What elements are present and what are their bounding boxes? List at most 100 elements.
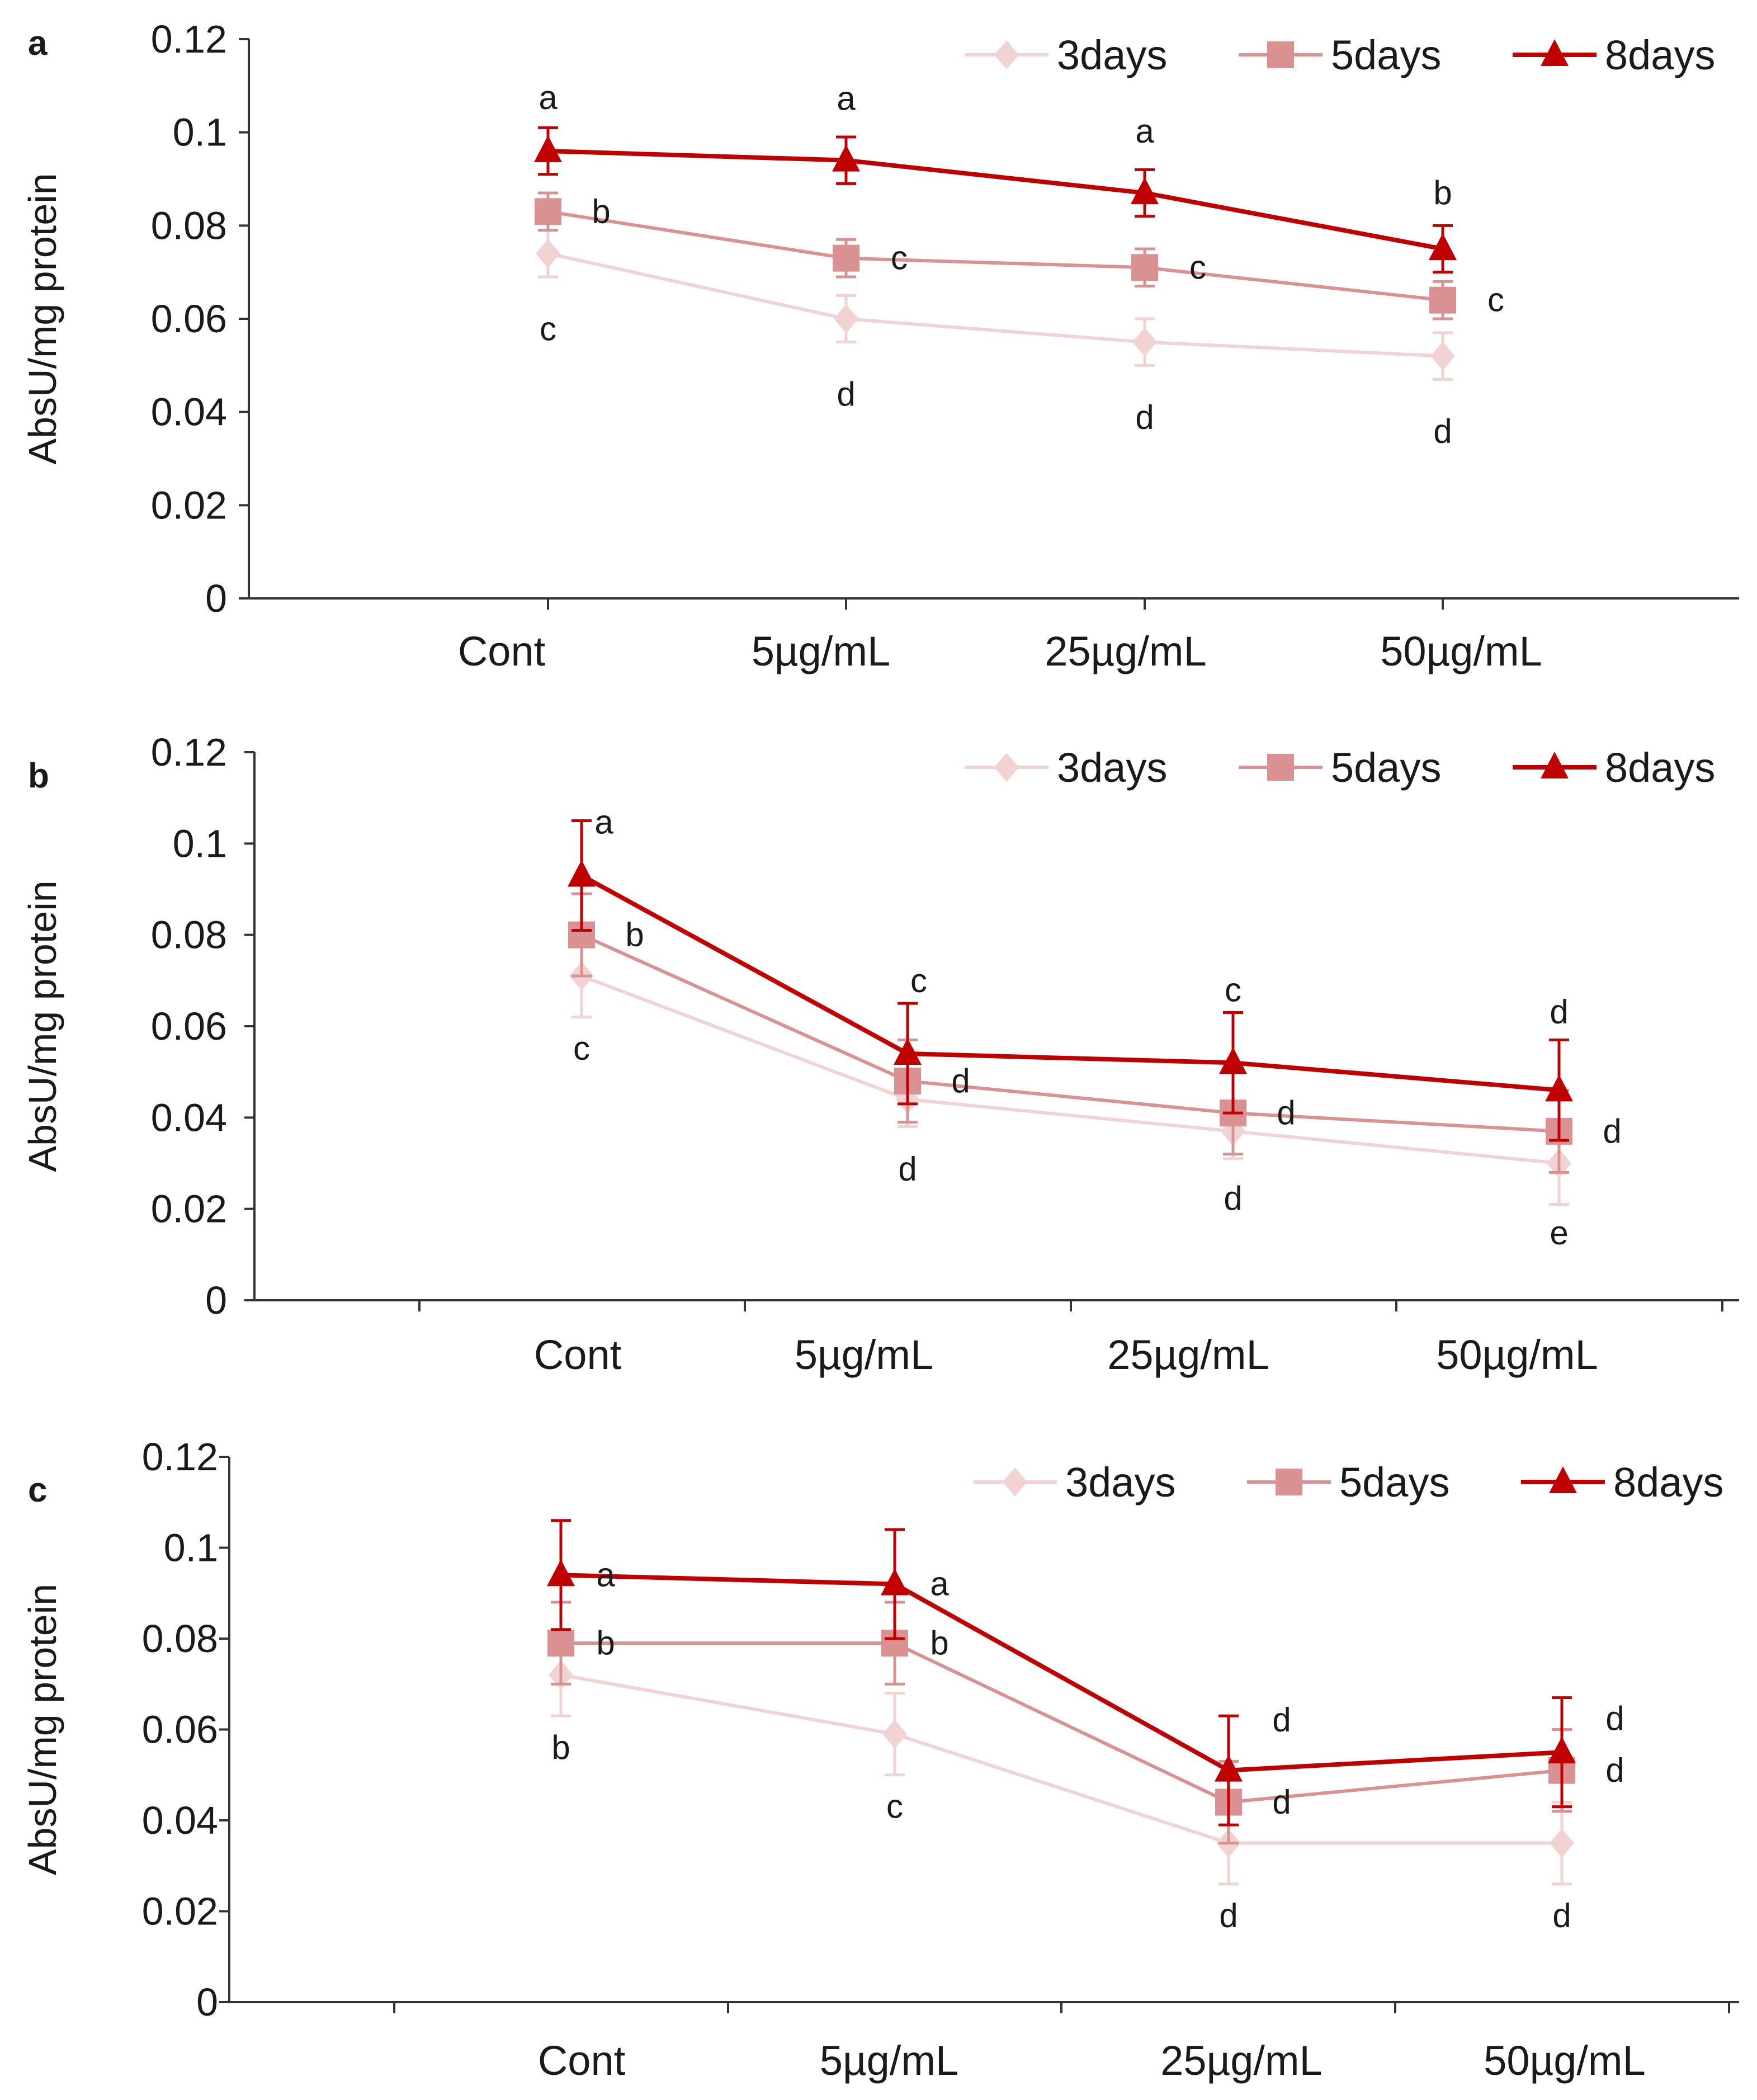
legend: 3days 5days 8days (973, 1459, 1723, 1506)
data-point (1548, 1736, 1576, 1764)
legend-marker (1541, 752, 1569, 778)
data-point (832, 144, 860, 172)
legend-marker (1267, 41, 1294, 68)
series-line (561, 1641, 1562, 1804)
legend-marker (1003, 1467, 1027, 1497)
legend-item-5days: 5days (1239, 32, 1441, 78)
legend-marker (1549, 1466, 1577, 1493)
series-8days: a c c d (568, 804, 1573, 1142)
x-tick-label: 5µg/mL (795, 1332, 933, 1378)
x-tick-label: 25µg/mL (1107, 1332, 1269, 1378)
legend-item-8days: 8days (1521, 1459, 1723, 1506)
legend-item-5days: 5days (1239, 744, 1441, 791)
y-tick-label: 0.04 (142, 1799, 218, 1842)
panel-label: b (28, 757, 49, 795)
legend-marker (1267, 754, 1294, 781)
significance-letter: a (930, 1565, 949, 1603)
significance-letter: a (596, 1556, 615, 1593)
significance-letter: c (1225, 971, 1241, 1008)
series-line (547, 149, 1443, 251)
y-axis-title: AbsU/mg protein (21, 173, 64, 464)
y-tick-label: 0 (196, 1980, 218, 2024)
significance-letter: d (837, 375, 855, 413)
series-line (580, 974, 1560, 1165)
y-axis-title: AbsU/mg protein (21, 1584, 64, 1875)
data-point (1550, 1828, 1574, 1858)
data-point (568, 860, 596, 887)
y-tick-label: 0.12 (151, 730, 227, 774)
legend-label: 8days (1605, 32, 1715, 78)
data-point (882, 1719, 907, 1749)
legend-item-3days: 3days (973, 1459, 1175, 1506)
significance-letter: d (1550, 993, 1568, 1030)
x-tick-label: 25µg/mL (1045, 628, 1206, 674)
significance-letter: b (625, 916, 644, 954)
legend-item-8days: 8days (1513, 32, 1715, 78)
significance-letter: e (1550, 1214, 1568, 1252)
significance-letter: d (1605, 1752, 1624, 1789)
y-tick-label: 0.12 (142, 1435, 218, 1479)
data-point (1430, 341, 1455, 371)
legend-item-3days: 3days (965, 32, 1167, 78)
significance-letter: a (539, 79, 558, 116)
series-3days: c d d e (569, 933, 1571, 1252)
x-tick-label: Cont (534, 1332, 622, 1378)
y-tick-label: 0 (205, 1278, 227, 1322)
significance-letter: c (891, 239, 908, 277)
y-tick-label: 0.12 (151, 17, 227, 61)
legend-item-5days: 5days (1247, 1459, 1449, 1506)
x-tick-label: 5µg/mL (752, 628, 890, 674)
significance-letter: d (1552, 1897, 1571, 1934)
series-line (580, 933, 1560, 1133)
legend-marker (994, 753, 1019, 782)
y-tick-label: 0.08 (151, 913, 227, 957)
legend-item-3days: 3days (965, 744, 1167, 791)
panel-b: b AbsU/mg protein 0 0.02 0.04 0.06 0.08 0.1 0.12… (21, 730, 1739, 1378)
data-point (1131, 177, 1159, 204)
data-point (547, 1630, 574, 1657)
data-point (834, 304, 858, 333)
data-point (1131, 254, 1158, 281)
significance-letter: d (1605, 1700, 1624, 1737)
panel-label: c (28, 1471, 47, 1509)
significance-letter: b (592, 192, 610, 230)
series-3days: c d d d (536, 229, 1455, 450)
legend-label: 5days (1331, 32, 1441, 78)
y-tick-label: 0.06 (142, 1708, 218, 1752)
data-point (1219, 1047, 1247, 1074)
series-8days: a ad d (547, 1519, 1624, 1827)
legend-label: 3days (1057, 744, 1167, 791)
y-tick-label: 0.08 (142, 1617, 218, 1660)
significance-letter: a (837, 80, 856, 117)
significance-letter: d (1433, 413, 1452, 450)
significance-letter: b (930, 1624, 948, 1662)
legend: 3days 5days 8days (965, 32, 1715, 78)
y-tick-label: 0.1 (173, 111, 227, 154)
data-point (833, 244, 859, 272)
legend-label: 3days (1057, 32, 1167, 78)
legend-label: 8days (1613, 1459, 1723, 1506)
significance-letter: d (1272, 1783, 1291, 1821)
legend-label: 5days (1331, 744, 1441, 791)
significance-letter: d (1219, 1897, 1238, 1934)
significance-letter: a (1135, 112, 1154, 150)
panel-label: a (28, 24, 48, 63)
series-5days: b d d d (568, 892, 1622, 1174)
data-point (881, 1568, 909, 1596)
data-point (535, 198, 561, 225)
x-tick-label: 50µg/mL (1436, 1332, 1598, 1378)
data-point (1132, 327, 1157, 357)
significance-letter: b (551, 1729, 570, 1766)
significance-letter: d (951, 1062, 970, 1099)
legend: 3days 5days 8days (965, 744, 1715, 791)
x-tick-label: 50µg/mL (1484, 2037, 1645, 2084)
legend-marker (1541, 39, 1569, 66)
significance-letter: c (910, 962, 927, 999)
y-tick-label: 0.04 (151, 1096, 227, 1139)
series-5days: b c c c (535, 191, 1504, 320)
y-tick-label: 0.04 (151, 390, 227, 434)
significance-letter: c (886, 1788, 903, 1825)
series-5days: b bdd (547, 1601, 1624, 1845)
x-tick-label: Cont (458, 628, 546, 674)
y-tick-label: 0.06 (151, 297, 227, 341)
